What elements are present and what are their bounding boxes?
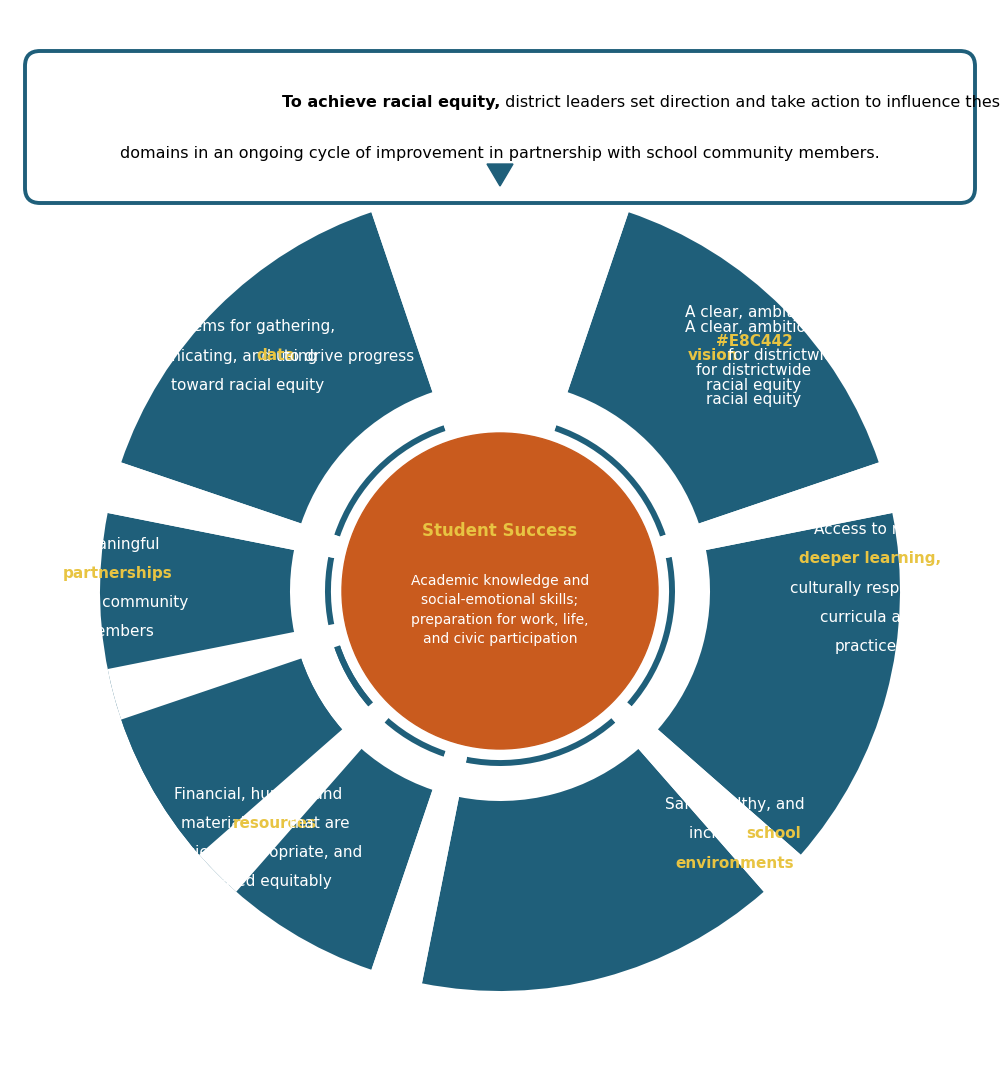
Wedge shape [371,199,469,438]
Text: Student Success: Student Success [422,522,578,539]
Wedge shape [100,513,342,855]
Text: inclusive: inclusive [689,827,761,842]
Text: racial equity: racial equity [706,378,802,392]
Text: resources: resources [232,816,316,831]
Wedge shape [568,212,879,523]
Text: Financial, human, and: Financial, human, and [174,787,342,802]
Text: Safe, healthy, and: Safe, healthy, and [665,797,805,812]
Wedge shape [554,425,666,536]
Text: domains in an ongoing cycle of improvement in partnership with school community : domains in an ongoing cycle of improveme… [120,146,880,162]
Wedge shape [121,658,432,970]
Wedge shape [108,622,347,720]
Text: vision: vision [688,348,739,364]
Text: environments: environments [676,855,794,870]
Text: allocated equitably: allocated equitably [185,874,331,889]
Text: partnerships: partnerships [63,566,173,581]
Wedge shape [334,425,446,536]
Text: that are: that are [284,816,349,831]
Text: curricula and: curricula and [820,609,920,625]
Wedge shape [371,744,469,983]
Text: for districtwide: for districtwide [723,348,843,364]
Wedge shape [325,557,373,707]
Wedge shape [422,749,764,992]
Wedge shape [606,698,801,892]
Text: racial equity: racial equity [706,392,802,407]
Text: across community: across community [48,595,188,610]
FancyBboxPatch shape [25,51,975,203]
Wedge shape [627,557,675,707]
Text: data: data [257,348,295,364]
Wedge shape [531,199,629,438]
Wedge shape [334,645,446,757]
Text: communicating, and using: communicating, and using [114,348,322,364]
Text: toward racial equity: toward racial equity [171,378,325,392]
Text: Access to rich,: Access to rich, [814,522,926,537]
Text: A clear, ambitious: A clear, ambitious [685,320,823,334]
Text: #E8C442: #E8C442 [716,334,792,349]
Text: material: material [181,816,250,831]
Wedge shape [658,513,900,855]
Text: sufficient, appropriate, and: sufficient, appropriate, and [154,845,362,860]
Circle shape [342,434,658,749]
Text: district leaders set direction and take action to influence these: district leaders set direction and take … [500,95,1000,110]
Wedge shape [199,698,394,892]
Wedge shape [108,462,347,559]
Polygon shape [487,164,513,186]
Text: to drive progress: to drive progress [279,348,415,364]
Text: To achieve racial equity,: To achieve racial equity, [282,95,500,110]
Wedge shape [466,719,615,765]
Text: for districtwide: for districtwide [696,363,812,378]
Text: members: members [82,624,154,639]
Wedge shape [121,212,432,523]
Text: Meaningful: Meaningful [76,537,160,551]
Text: A clear, ambitious: A clear, ambitious [685,305,823,320]
Text: Academic knowledge and
social-emotional skills;
preparation for work, life,
and : Academic knowledge and social-emotional … [411,573,589,646]
Text: Systems for gathering,: Systems for gathering, [160,320,336,334]
Text: practices: practices [835,639,905,653]
Wedge shape [653,462,892,559]
Text: deeper learning,: deeper learning, [799,551,941,567]
Text: school: school [746,827,801,842]
Text: culturally responsive: culturally responsive [790,581,950,595]
